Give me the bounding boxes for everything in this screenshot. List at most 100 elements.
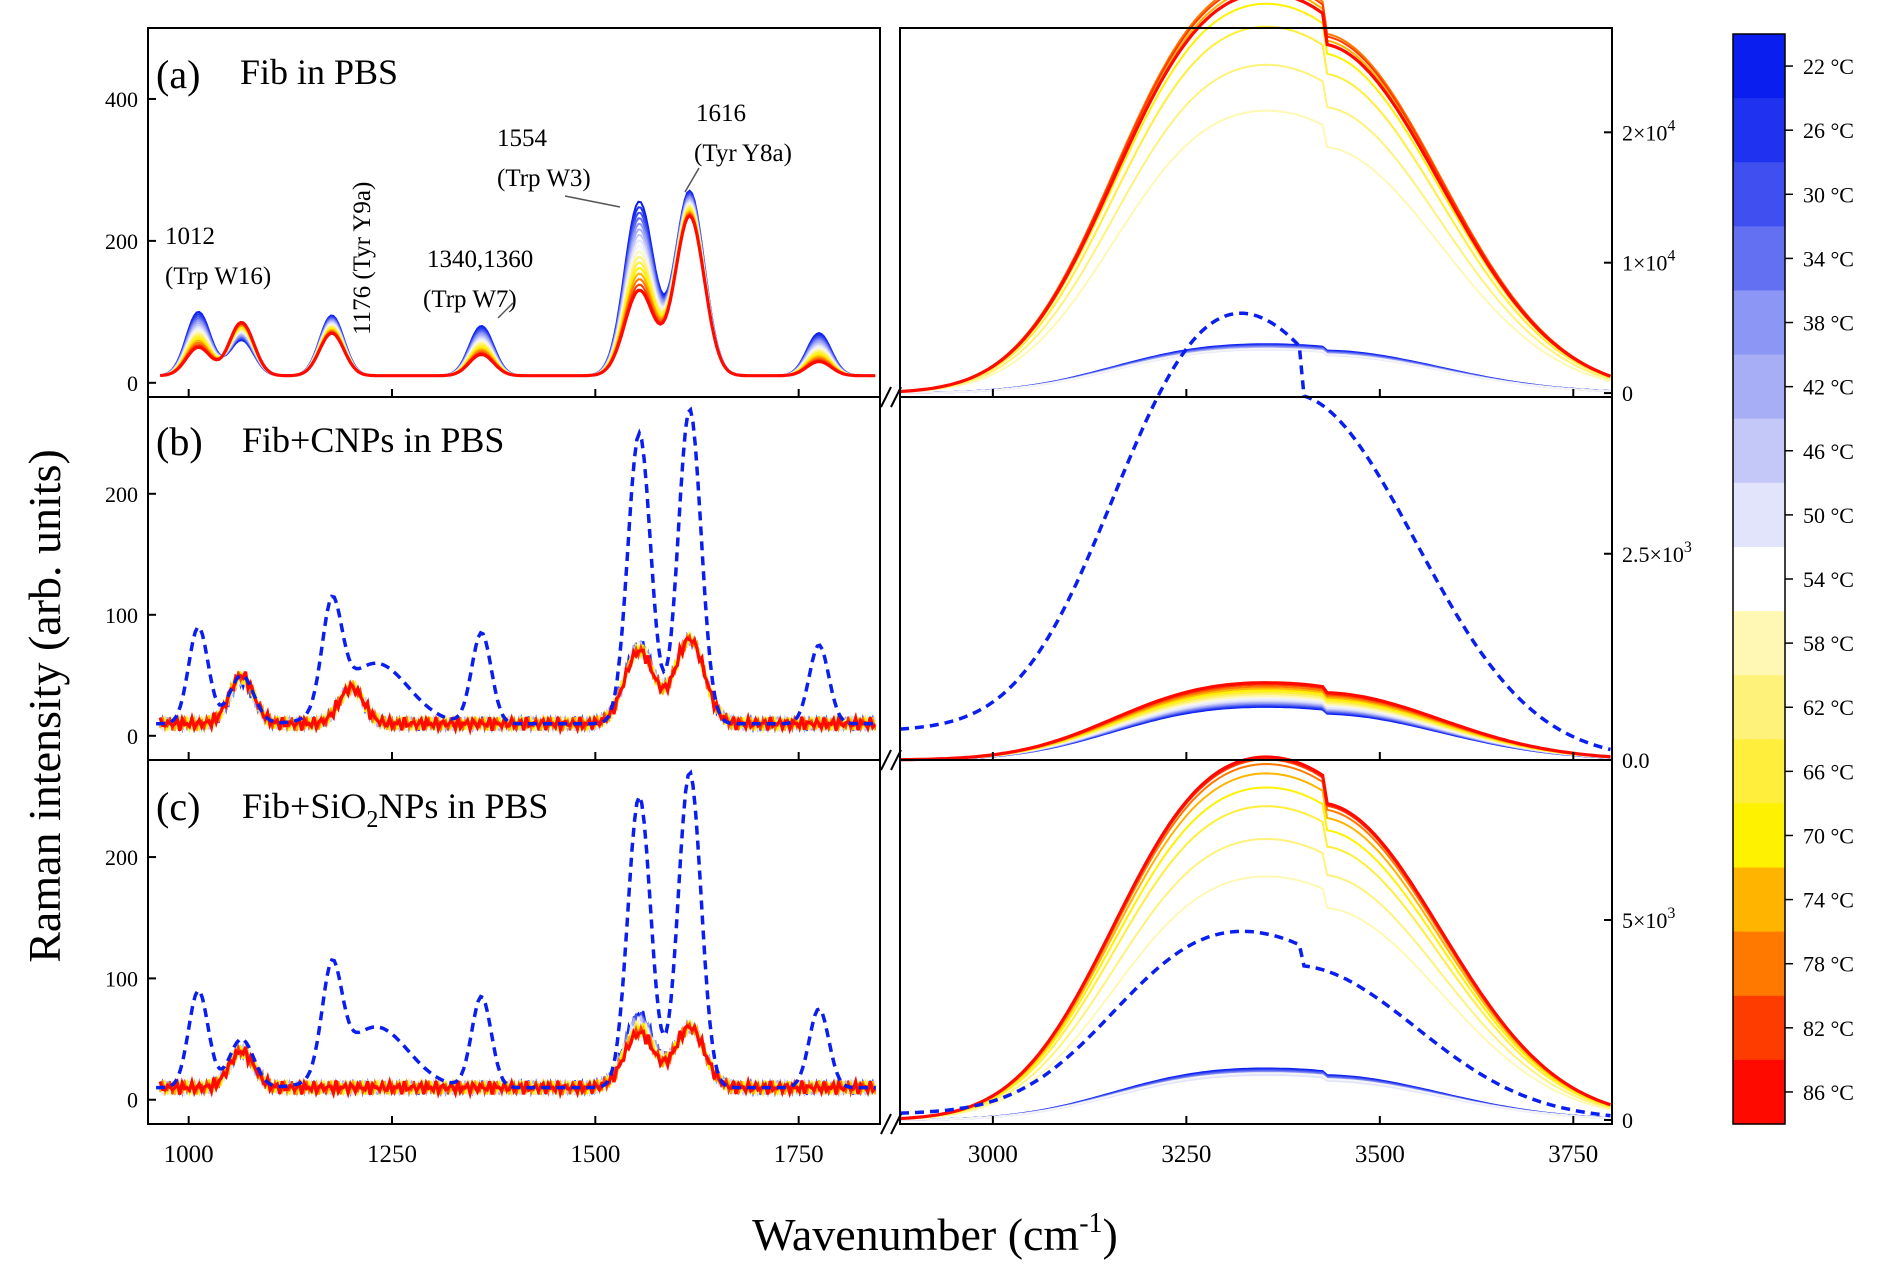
leader-1360 <box>497 302 514 319</box>
right-y-tick-exponent: 3 <box>1684 539 1692 556</box>
axes-frames <box>147 27 1613 1125</box>
colorbar-tick-label: 82 °C <box>1803 1016 1854 1041</box>
annotation-1554-assignment: (Trp W3) <box>497 165 591 192</box>
colorbar-tick-label: 30 °C <box>1803 182 1854 207</box>
colorbar-swatch <box>1733 611 1785 676</box>
annotation-1012: 1012 <box>165 223 215 250</box>
left-y-tick-label: 100 <box>105 966 138 991</box>
oh-band-curve-50C <box>899 699 1611 761</box>
right-y-tick-mantissa: 0.0 <box>1622 748 1650 773</box>
colorbar-tick-label: 58 °C <box>1803 631 1854 656</box>
left-x-tick-label: 1500 <box>570 1141 620 1168</box>
right-x-tick-label: 3500 <box>1355 1141 1405 1168</box>
colorbar-swatch <box>1733 226 1785 292</box>
x-axis-label-text: Wavenumber (cm <box>752 1209 1079 1260</box>
x-axis-label-close: ) <box>1103 1209 1118 1260</box>
right-y-tick-mantissa: 2×10 <box>1622 120 1667 145</box>
oh-band-curve-58C <box>899 875 1611 1120</box>
oh-band-curve-82C <box>899 0 1611 393</box>
temperature-colorbar: 22 °C 26 °C 30 °C 34 °C 38 °C 42 °C 46 °C 50 °C… <box>1732 33 1854 1125</box>
axis-break-mark <box>880 386 892 408</box>
spectra-curves <box>156 0 1612 1121</box>
oh-band-curve-86C <box>899 681 1611 762</box>
fingerprint-reference-curve <box>156 769 876 1090</box>
right-y-tick-exponent: 3 <box>1667 905 1675 922</box>
panel-a-label: (a) <box>156 52 200 97</box>
colorbar-swatch <box>1733 995 1785 1061</box>
fingerprint-curve-66C <box>160 206 876 377</box>
left-y-tick-label: 100 <box>105 603 138 628</box>
annotation-1554: 1554 <box>497 125 548 152</box>
right-y-tick-exponent: 4 <box>1667 117 1675 134</box>
right-y-tick-mantissa: 0 <box>1622 381 1633 406</box>
oh-band-curve-66C <box>899 25 1611 393</box>
right-y-tick-mantissa: 2.5×10 <box>1622 542 1684 567</box>
panel-b-title: Fib+CNPs in PBS <box>242 420 504 460</box>
right-y-tick-mantissa: 5×10 <box>1622 908 1667 933</box>
left-y-tick-label: 0 <box>127 724 138 749</box>
oh-band-curve-82C <box>899 758 1611 1120</box>
fingerprint-curve-70C <box>160 208 876 377</box>
panel-c-title-pre: Fib+SiO <box>242 786 366 826</box>
colorbar-swatch <box>1733 931 1785 997</box>
annotation-1176: 1176 (Tyr Y9a) <box>349 182 376 335</box>
fingerprint-curve-58C <box>160 203 876 377</box>
right-y-tick-exponent: 4 <box>1667 248 1675 265</box>
oh-band-curve-54C <box>900 1072 1611 1121</box>
colorbar-swatch <box>1733 1059 1785 1125</box>
panel-c-title: Fib+SiO2NPs in PBS <box>242 786 548 833</box>
oh-band-curve-74C <box>899 0 1611 393</box>
colorbar-tick-label: 34 °C <box>1803 246 1854 271</box>
colorbar-tick-label: 62 °C <box>1803 695 1854 720</box>
right-x-tick-label: 3750 <box>1548 1141 1598 1168</box>
panel-c-title-post: NPs in PBS <box>378 786 548 826</box>
colorbar-swatch <box>1733 418 1785 484</box>
colorbar-tick-label: 22 °C <box>1803 54 1854 79</box>
colorbar-tick-label: 54 °C <box>1803 567 1854 592</box>
left-x-tick-label: 1750 <box>774 1141 824 1168</box>
axis-break-mark <box>880 749 892 771</box>
left-y-tick-label: 200 <box>105 845 138 870</box>
y-axis-label: Raman intensity (arb. units) <box>19 449 70 963</box>
colorbar-tick-label: 26 °C <box>1803 118 1854 143</box>
left-y-tick-label: 200 <box>105 482 138 507</box>
colorbar-swatch <box>1733 546 1785 612</box>
panel-a-title: Fib in PBS <box>240 52 398 92</box>
colorbar-swatch <box>1733 34 1785 99</box>
colorbar-tick-label: 38 °C <box>1803 311 1854 336</box>
panel-b-label: (b) <box>156 419 203 464</box>
left-y-tick-label: 400 <box>105 87 138 112</box>
fingerprint-curve-86C <box>160 213 876 378</box>
panel-a-curves <box>160 0 1612 394</box>
right-y-tick-label: 1×104 <box>1622 248 1675 276</box>
colorbar-swatch <box>1733 867 1785 933</box>
colorbar-tick-label: 74 °C <box>1803 888 1854 913</box>
colorbar-tick-label: 78 °C <box>1803 952 1854 977</box>
axis-break-mark <box>890 1113 902 1135</box>
axis-ticks: 020040001×1042×10401002000.02.5×10301002… <box>105 87 1692 1168</box>
left-y-tick-label: 200 <box>105 229 138 254</box>
annotation-1340-1360-assignment: (Trp W7) <box>423 286 517 313</box>
right-x-tick-label: 3250 <box>1161 1141 1211 1168</box>
right-y-tick-label: 0 <box>1622 1108 1633 1133</box>
oh-band-curve-54C <box>900 347 1611 394</box>
oh-band-curve-66C <box>899 805 1611 1120</box>
panel-c-label: (c) <box>156 784 200 829</box>
oh-band-curve-78C <box>899 0 1611 393</box>
fingerprint-curve-62C <box>160 205 876 377</box>
oh-band-curve-42C <box>899 700 1611 761</box>
colorbar-tick-label: 66 °C <box>1803 759 1854 784</box>
leader-1616 <box>684 167 700 193</box>
colorbar-swatch <box>1733 739 1785 805</box>
panel-c-curves <box>156 755 1612 1121</box>
x-axis-label: Wavenumber (cm-1) <box>752 1208 1118 1260</box>
oh-band-curve-46C <box>899 700 1611 761</box>
leader-1554 <box>564 195 621 208</box>
right-x-tick-label: 3000 <box>968 1141 1018 1168</box>
left-y-tick-label: 0 <box>127 1088 138 1113</box>
fingerprint-curve-82C <box>160 212 876 377</box>
colorbar-swatch <box>1733 290 1785 356</box>
oh-band-curve-86C <box>899 755 1612 1121</box>
oh-band-curve-26C <box>900 344 1611 394</box>
right-y-tick-mantissa: 1×10 <box>1622 251 1667 276</box>
